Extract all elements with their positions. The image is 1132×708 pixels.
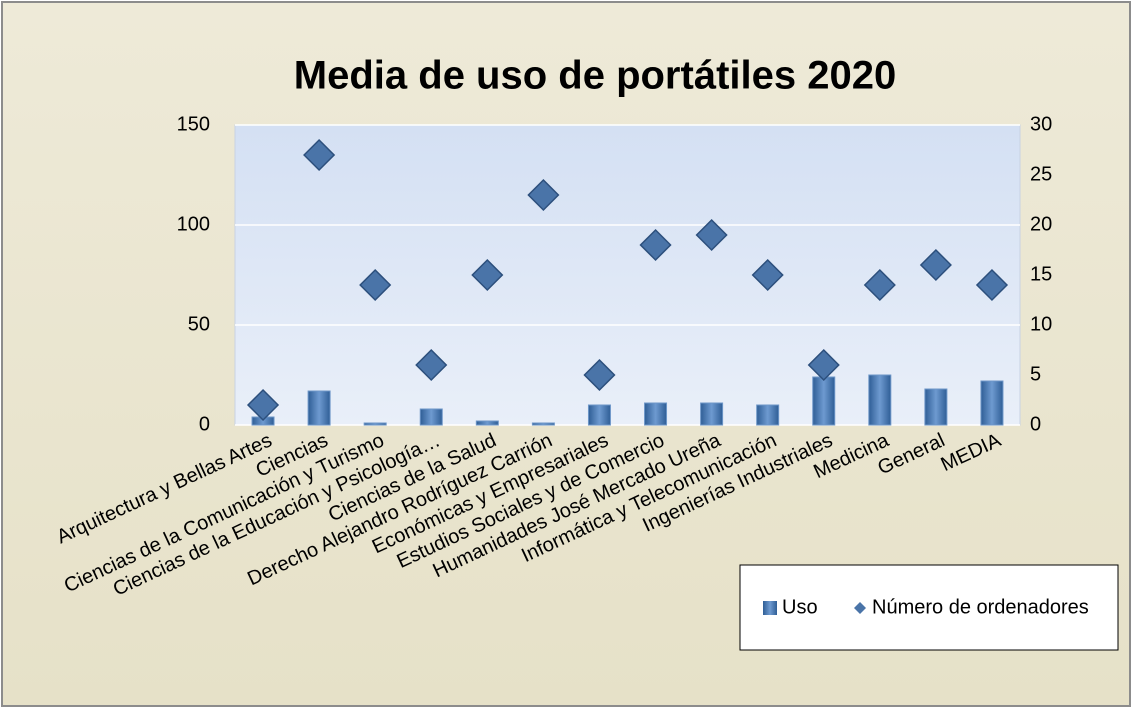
marker bbox=[359, 268, 392, 302]
marker bbox=[695, 218, 728, 252]
y2-tick-label: 15 bbox=[1030, 263, 1052, 285]
y2-tick-label: 5 bbox=[1030, 363, 1041, 385]
marker bbox=[639, 228, 672, 262]
bar bbox=[644, 402, 668, 426]
chart-title: Media de uso de portátiles 2020 bbox=[294, 54, 896, 98]
marker bbox=[807, 348, 840, 382]
bar bbox=[587, 404, 611, 426]
legend-label: Número de ordenadores bbox=[872, 596, 1089, 618]
y-tick-label: 100 bbox=[177, 213, 210, 235]
bar bbox=[756, 404, 780, 426]
bar bbox=[363, 422, 387, 426]
bar bbox=[812, 376, 836, 426]
marker bbox=[471, 258, 504, 292]
y-tick-label: 0 bbox=[199, 413, 210, 435]
plot-area bbox=[234, 124, 1021, 426]
bar bbox=[307, 390, 331, 426]
bar bbox=[980, 380, 1004, 426]
marker bbox=[975, 268, 1009, 302]
bar bbox=[868, 374, 892, 426]
marker bbox=[415, 348, 448, 382]
legend-marker bbox=[854, 602, 866, 614]
legend-marker bbox=[763, 601, 777, 615]
marker bbox=[863, 268, 896, 302]
bar bbox=[924, 388, 948, 426]
bar bbox=[700, 402, 724, 426]
y-tick-label: 150 bbox=[177, 113, 210, 135]
marker bbox=[527, 178, 560, 212]
marker bbox=[583, 358, 616, 392]
legend-label: Uso bbox=[782, 596, 818, 618]
marker bbox=[303, 138, 336, 172]
y2-tick-label: 30 bbox=[1030, 113, 1052, 135]
legend bbox=[739, 564, 1119, 651]
bar bbox=[419, 408, 443, 426]
y2-tick-label: 0 bbox=[1030, 413, 1041, 435]
marker bbox=[919, 248, 952, 282]
y-tick-label: 50 bbox=[188, 313, 210, 335]
y2-tick-label: 10 bbox=[1030, 313, 1052, 335]
marker bbox=[246, 388, 280, 422]
bar bbox=[531, 422, 555, 426]
bar bbox=[475, 420, 499, 426]
y2-tick-label: 20 bbox=[1030, 213, 1052, 235]
y2-tick-label: 25 bbox=[1030, 163, 1052, 185]
marker bbox=[751, 258, 784, 292]
